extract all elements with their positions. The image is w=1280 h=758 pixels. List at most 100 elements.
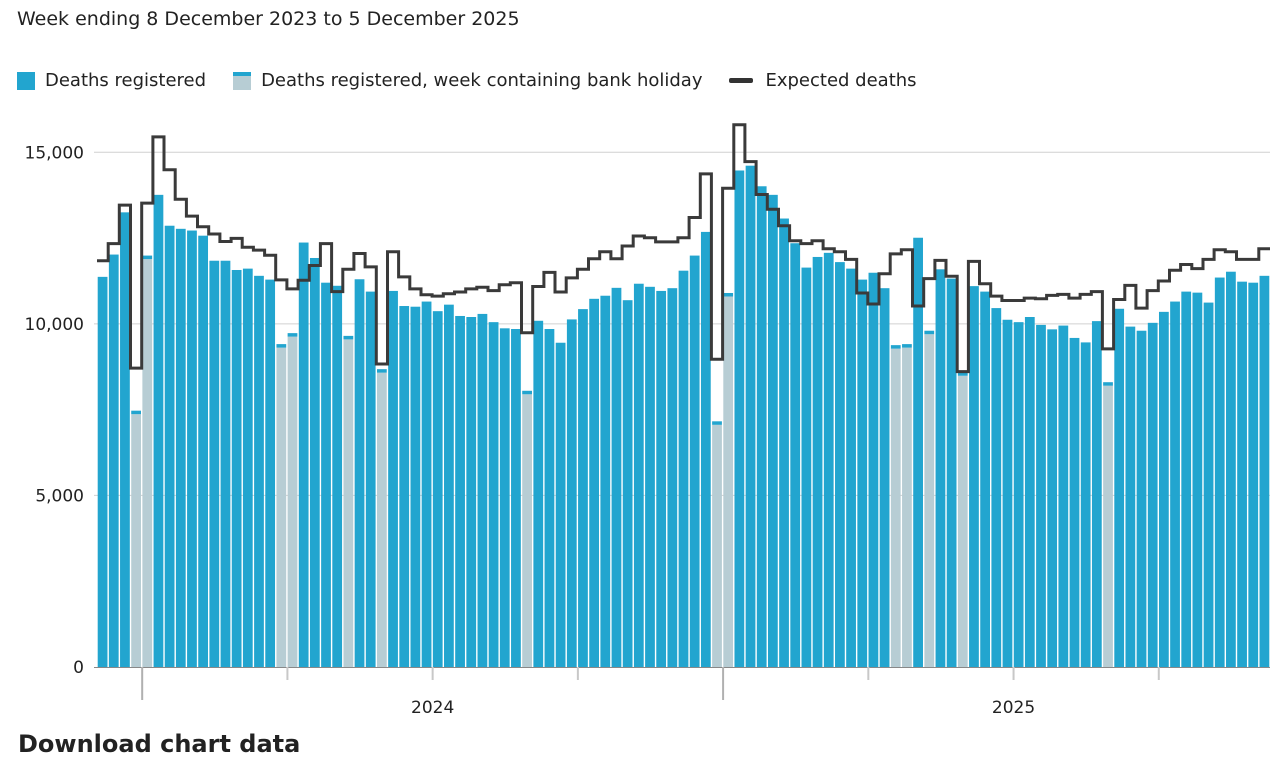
bar-deaths-registered: [868, 272, 879, 667]
bar-deaths-registered: [365, 291, 376, 667]
bar-deaths-registered: [600, 295, 611, 667]
bar-deaths-registered: [645, 286, 655, 667]
bar-deaths-registered: [555, 342, 566, 667]
bar-deaths-registered: [1214, 277, 1225, 667]
bar-bank-holiday: [902, 347, 912, 667]
bar-deaths-registered: [756, 186, 767, 667]
bar-deaths-registered: [1248, 282, 1259, 667]
bar-deaths-registered: [1170, 301, 1180, 667]
bar-deaths-registered: [1226, 271, 1236, 667]
x-year-label: 2025: [992, 698, 1035, 718]
bar-deaths-registered: [801, 267, 812, 667]
legend-label-expected-deaths: Expected deaths: [765, 70, 917, 91]
bar-bank-holiday-cap: [924, 330, 935, 335]
bar-bank-holiday: [376, 372, 387, 667]
bar-bank-holiday: [712, 424, 722, 667]
bar-deaths-registered: [254, 275, 264, 667]
bar-deaths-registered: [388, 290, 398, 667]
legend-item-deaths-registered: Deaths registered: [17, 70, 206, 91]
bar-deaths-registered: [767, 194, 778, 668]
bar-deaths-registered: [410, 306, 421, 667]
bar-deaths-registered: [1058, 325, 1069, 667]
bar-deaths-registered: [1036, 324, 1046, 667]
bar-deaths-registered: [1125, 326, 1136, 667]
bar-deaths-registered: [946, 278, 957, 667]
y-tick-label: 5,000: [35, 486, 84, 506]
bar-deaths-registered: [298, 242, 309, 667]
bar-deaths-registered: [879, 288, 890, 667]
bar-deaths-registered: [622, 300, 633, 667]
bar-deaths-registered: [209, 260, 220, 667]
bar-deaths-registered: [846, 268, 856, 667]
bar-deaths-registered: [231, 269, 242, 667]
bar-bank-holiday: [131, 414, 141, 667]
bar-deaths-registered: [309, 257, 320, 667]
legend-item-bank-holiday: Deaths registered, week containing bank …: [233, 70, 702, 91]
bar-deaths-registered: [399, 306, 410, 667]
bar-deaths-registered: [1181, 291, 1192, 667]
bar-deaths-registered: [432, 311, 443, 667]
legend-label-bank-holiday: Deaths registered, week containing bank …: [261, 70, 703, 91]
bar-bank-holiday-cap: [376, 369, 387, 373]
legend-label-deaths-registered: Deaths registered: [45, 70, 207, 91]
bar-deaths-registered: [969, 286, 979, 667]
bar-deaths-registered: [1203, 302, 1214, 667]
bar-deaths-registered: [455, 315, 465, 667]
bar-deaths-registered: [544, 329, 555, 667]
bar-deaths-registered: [1002, 319, 1013, 667]
chart-legend: Deaths registered Deaths registered, wee…: [17, 70, 944, 91]
bar-deaths-registered: [689, 255, 700, 667]
expected-deaths-line: [97, 123, 1270, 374]
bar-bank-holiday-cap: [957, 372, 968, 376]
legend-swatch-bank-holiday: [233, 71, 252, 90]
bar-deaths-registered: [745, 165, 756, 668]
bars: [97, 165, 1270, 668]
bar-deaths-registered: [175, 228, 186, 668]
bar-bank-holiday-cap: [890, 345, 901, 349]
bar-bank-holiday-cap: [902, 344, 912, 348]
bar-bank-holiday-cap: [276, 344, 287, 348]
chart-subtitle: Week ending 8 December 2023 to 5 Decembe…: [17, 8, 520, 30]
bar-deaths-registered: [1237, 281, 1247, 667]
download-heading: Download chart data: [18, 730, 301, 758]
bar-deaths-registered: [1158, 311, 1169, 667]
bar-bank-holiday-cap: [287, 333, 298, 337]
bar-deaths-registered: [1114, 308, 1125, 667]
bar-deaths-registered: [1024, 317, 1035, 667]
bar-deaths-registered: [97, 276, 108, 667]
bar-deaths-registered: [1013, 322, 1024, 667]
bar-deaths-registered: [164, 225, 175, 667]
bar-deaths-registered: [1147, 322, 1158, 667]
bar-deaths-registered: [477, 313, 488, 667]
x-axis: 2024 2025: [94, 667, 1270, 718]
bar-deaths-registered: [857, 279, 868, 667]
bar-deaths-registered: [242, 268, 253, 667]
bar-deaths-registered: [578, 309, 588, 667]
chart-canvas: 0 5,000 10,000 15,000 2024 2025: [25, 123, 1270, 718]
bar-deaths-registered: [187, 230, 197, 667]
bar-deaths-registered: [678, 270, 689, 667]
y-axis-labels: 0 5,000 10,000 15,000: [25, 143, 84, 678]
bar-deaths-registered: [120, 212, 130, 667]
y-tick-label: 10,000: [25, 315, 84, 335]
bar-deaths-registered: [511, 329, 521, 667]
bar-deaths-registered: [265, 279, 276, 667]
bar-deaths-registered: [444, 304, 454, 667]
bar-deaths-registered: [656, 290, 667, 667]
bar-deaths-registered: [1091, 321, 1102, 667]
bar-deaths-registered: [779, 218, 789, 668]
bar-deaths-registered: [488, 322, 499, 667]
bar-deaths-registered: [1069, 337, 1080, 667]
bar-deaths-registered: [812, 256, 823, 667]
bar-deaths-registered: [633, 283, 644, 667]
bar-deaths-registered: [321, 282, 331, 667]
bar-bank-holiday: [1103, 385, 1113, 667]
bar-deaths-registered: [667, 288, 678, 667]
bar-deaths-registered: [589, 298, 600, 667]
bar-bank-holiday: [142, 259, 153, 667]
bar-deaths-registered: [991, 308, 1002, 667]
bar-bank-holiday: [287, 336, 298, 667]
bar-bank-holiday-cap: [712, 421, 722, 425]
y-tick-label: 15,000: [25, 143, 84, 163]
bar-deaths-registered: [980, 291, 991, 667]
